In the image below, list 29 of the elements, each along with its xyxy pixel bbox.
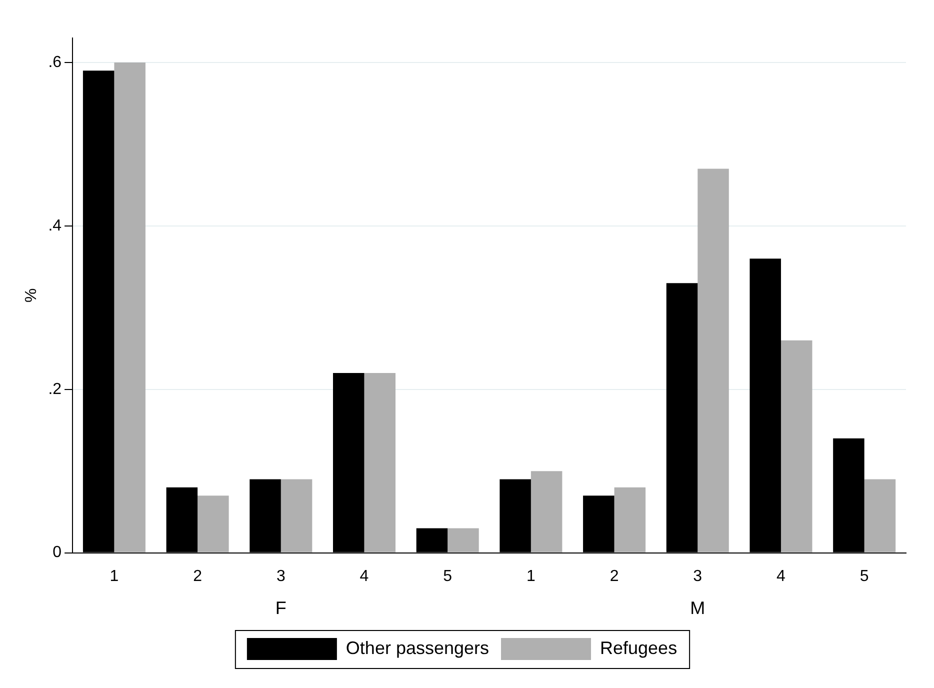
bar — [198, 496, 229, 552]
legend-label: Other passengers — [346, 638, 490, 658]
y-tick-label: .4 — [48, 217, 62, 234]
x-tick-label: 2 — [193, 568, 202, 585]
bar — [530, 471, 562, 552]
legend-label: Refugees — [600, 638, 678, 658]
bar — [280, 479, 312, 552]
bar — [114, 62, 146, 552]
text: F — [275, 598, 286, 618]
x-tick-label: 1 — [110, 568, 119, 585]
y-tick-label: .2 — [48, 380, 62, 398]
bar — [780, 340, 812, 552]
x-tick-label: 2 — [610, 568, 619, 585]
x-tick-label: 4 — [776, 568, 786, 585]
x-tick-label: 5 — [443, 568, 452, 585]
y-tick-label: .6 — [48, 54, 62, 71]
bar — [448, 528, 479, 552]
bar — [864, 479, 896, 552]
bar — [698, 168, 729, 552]
bar — [614, 487, 646, 552]
x-tick-label: 5 — [860, 568, 869, 585]
bar — [364, 373, 396, 552]
y-axis-title: % — [23, 288, 40, 303]
x-tick-label: 1 — [526, 568, 536, 585]
x-tick-label: 3 — [693, 568, 702, 585]
text: M — [690, 598, 706, 618]
x-tick-label: 3 — [276, 568, 286, 585]
y-tick-label: 0 — [52, 544, 62, 562]
x-tick-label: 4 — [360, 568, 369, 585]
